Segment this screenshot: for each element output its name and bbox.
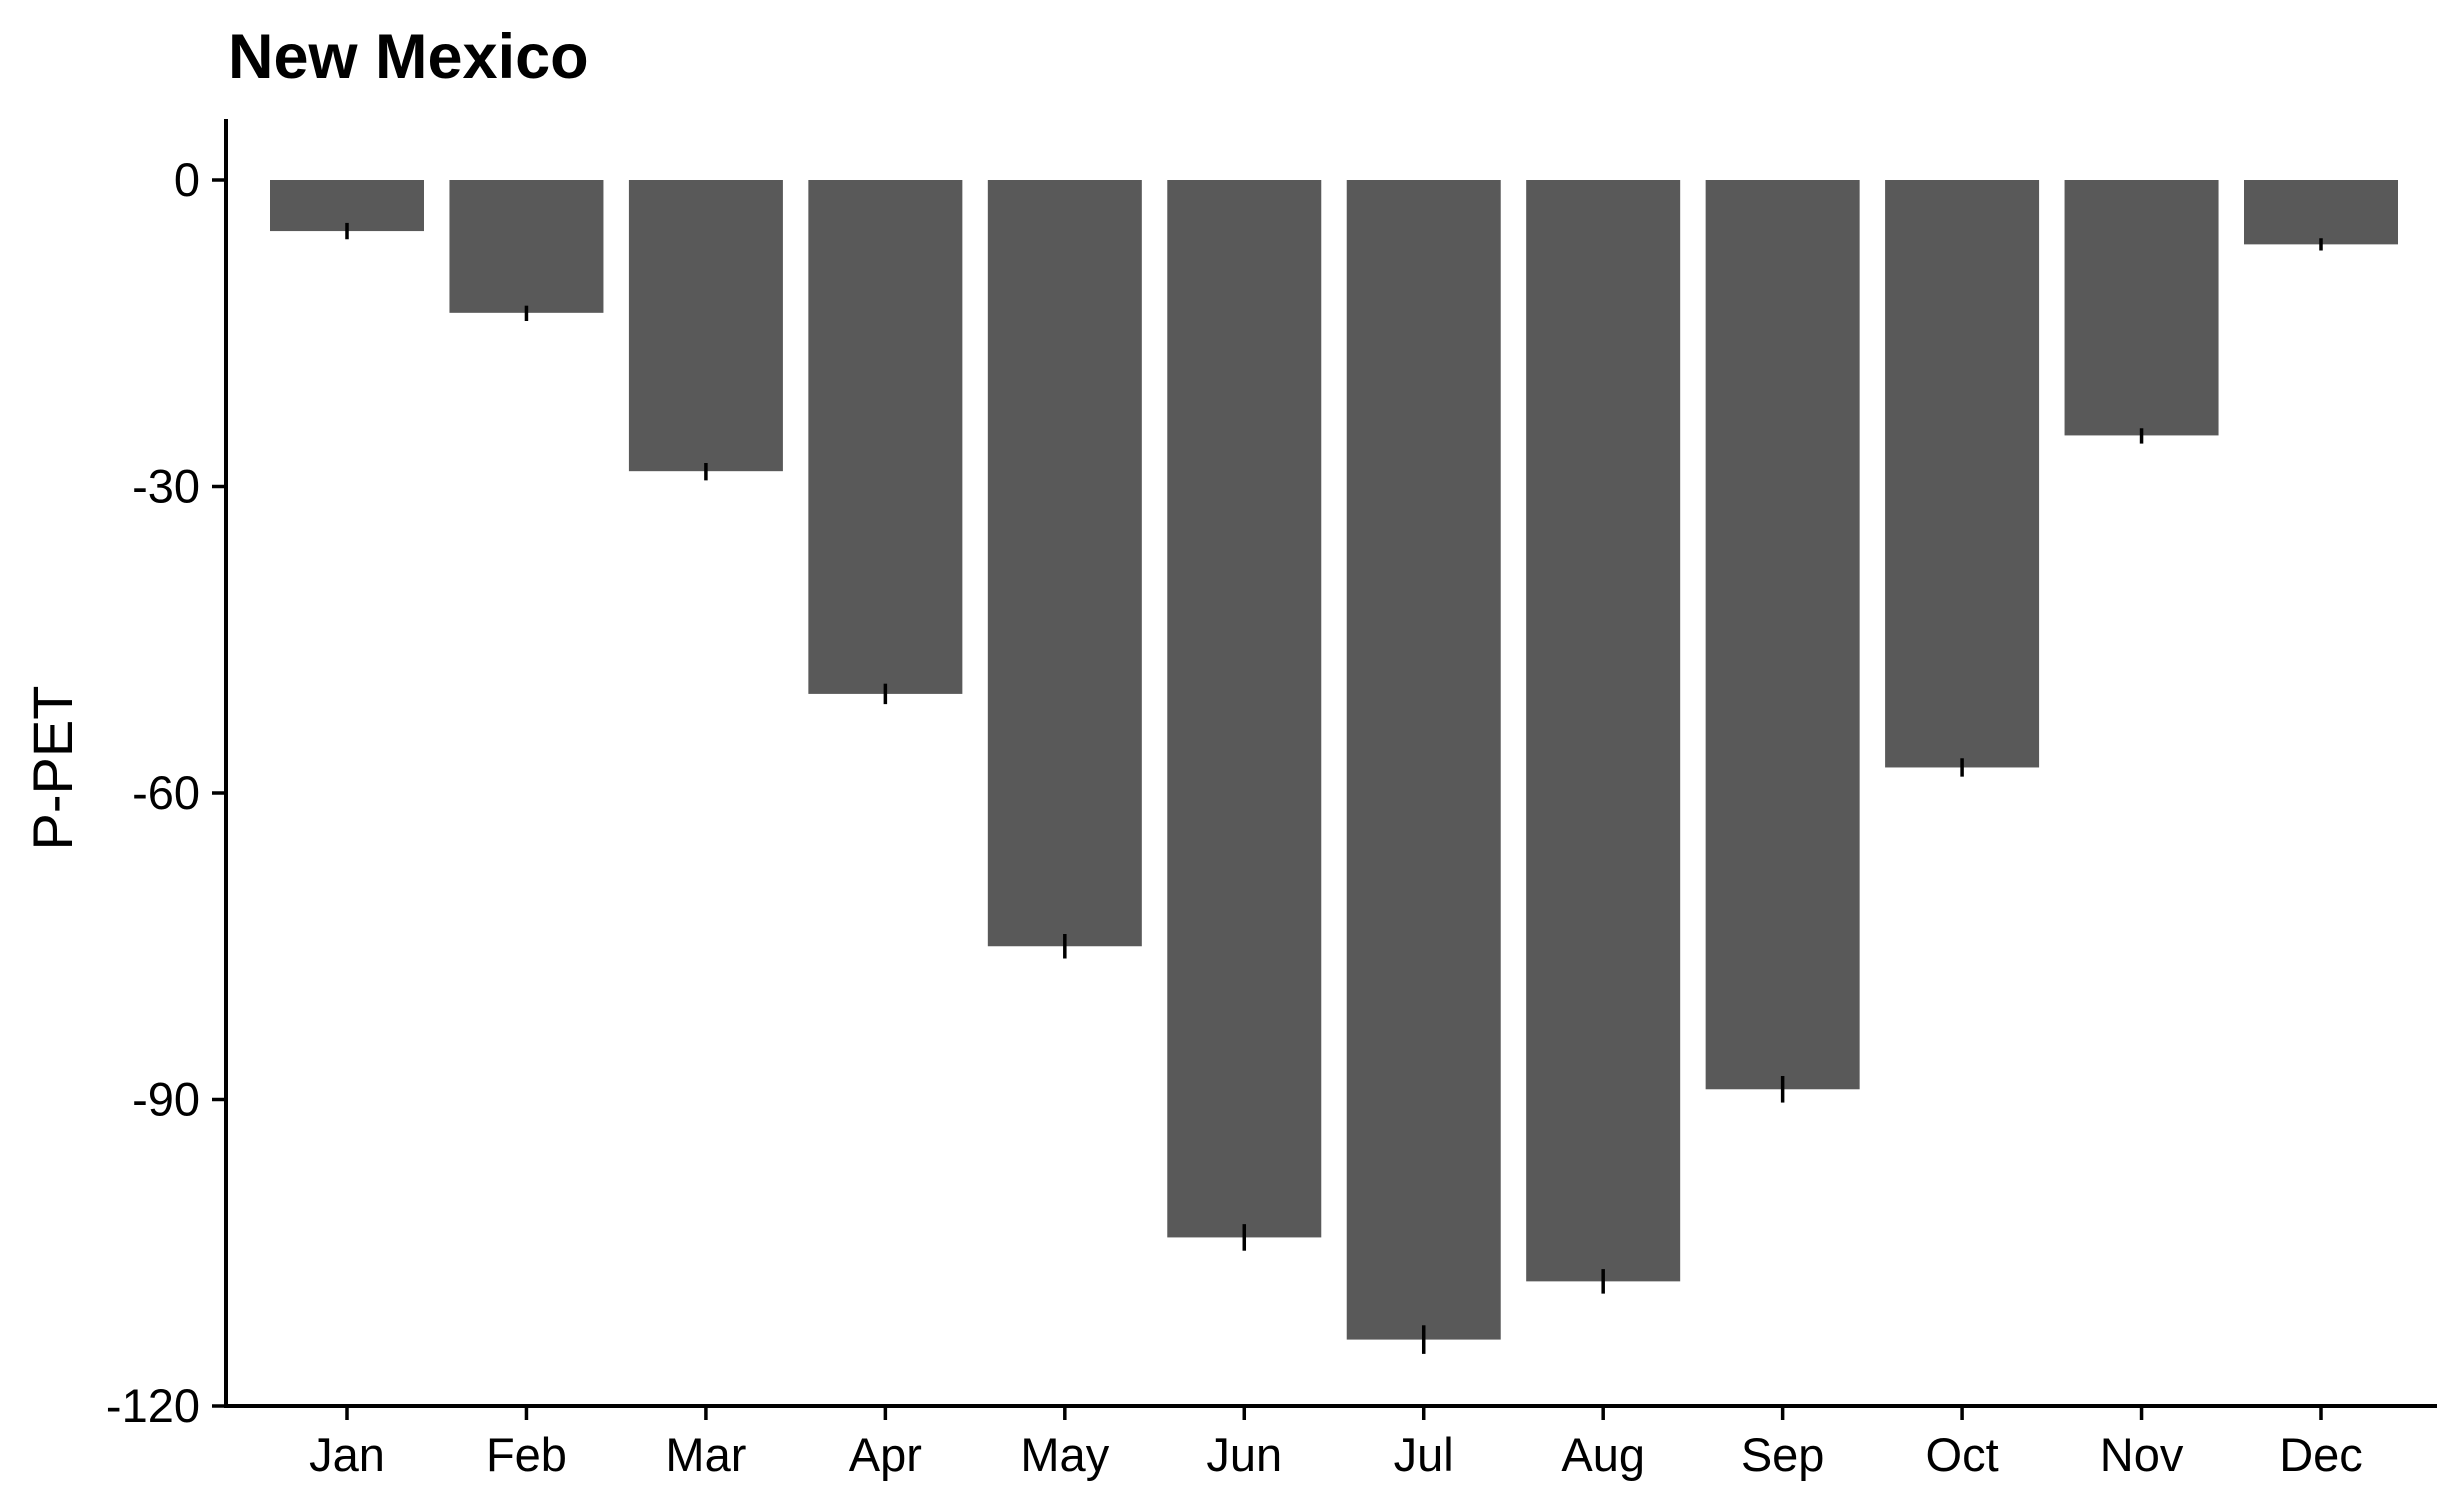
- x-tick-label-dec: Dec: [2279, 1428, 2363, 1481]
- bar-aug: [1526, 180, 1681, 1282]
- x-tick-label-may: May: [1020, 1428, 1109, 1481]
- bar-jan: [270, 180, 424, 232]
- bar-nov: [2064, 180, 2219, 436]
- x-tick-label-nov: Nov: [2100, 1428, 2184, 1481]
- x-tick-label-sep: Sep: [1741, 1428, 1825, 1481]
- bar-mar: [628, 180, 783, 472]
- y-tick-label: 0: [174, 153, 200, 206]
- x-tick-label-aug: Aug: [1561, 1428, 1645, 1481]
- bar-jul: [1346, 180, 1501, 1340]
- bar-feb: [449, 180, 604, 313]
- chart-title: New Mexico: [228, 22, 589, 92]
- axes-group: [224, 119, 2437, 1408]
- x-tick-label-mar: Mar: [665, 1428, 746, 1481]
- x-tick-label-jan: Jan: [309, 1428, 385, 1481]
- bar-oct: [1885, 180, 2040, 768]
- x-tick-label-jul: Jul: [1394, 1428, 1454, 1481]
- bar-dec: [2244, 180, 2398, 245]
- bar-may: [987, 180, 1142, 947]
- x-tick-label-apr: Apr: [849, 1428, 922, 1481]
- y-tick-label: -120: [106, 1379, 200, 1432]
- bar-jun: [1167, 180, 1322, 1238]
- y-axis-title: P-PET: [21, 686, 84, 851]
- x-tick-label-jun: Jun: [1206, 1428, 1282, 1481]
- y-tick-label: -30: [132, 460, 200, 513]
- y-ticks-group: 0 -30 -60 -90 -120: [106, 153, 226, 1432]
- bars-group: [270, 180, 2398, 1340]
- y-axis-title-group: P-PET: [21, 686, 84, 851]
- x-tick-label-feb: Feb: [486, 1428, 567, 1481]
- error-bars-group: [345, 222, 2323, 1354]
- x-tick-label-oct: Oct: [1926, 1428, 1999, 1481]
- bar-sep: [1705, 180, 1860, 1090]
- y-tick-label: -60: [132, 766, 200, 819]
- x-ticks-group: Jan Feb Mar Apr May Jun Jul Aug Sep Oct Nov Dec: [309, 1406, 2363, 1481]
- y-tick-label: -90: [132, 1073, 200, 1126]
- bar-apr: [808, 180, 963, 694]
